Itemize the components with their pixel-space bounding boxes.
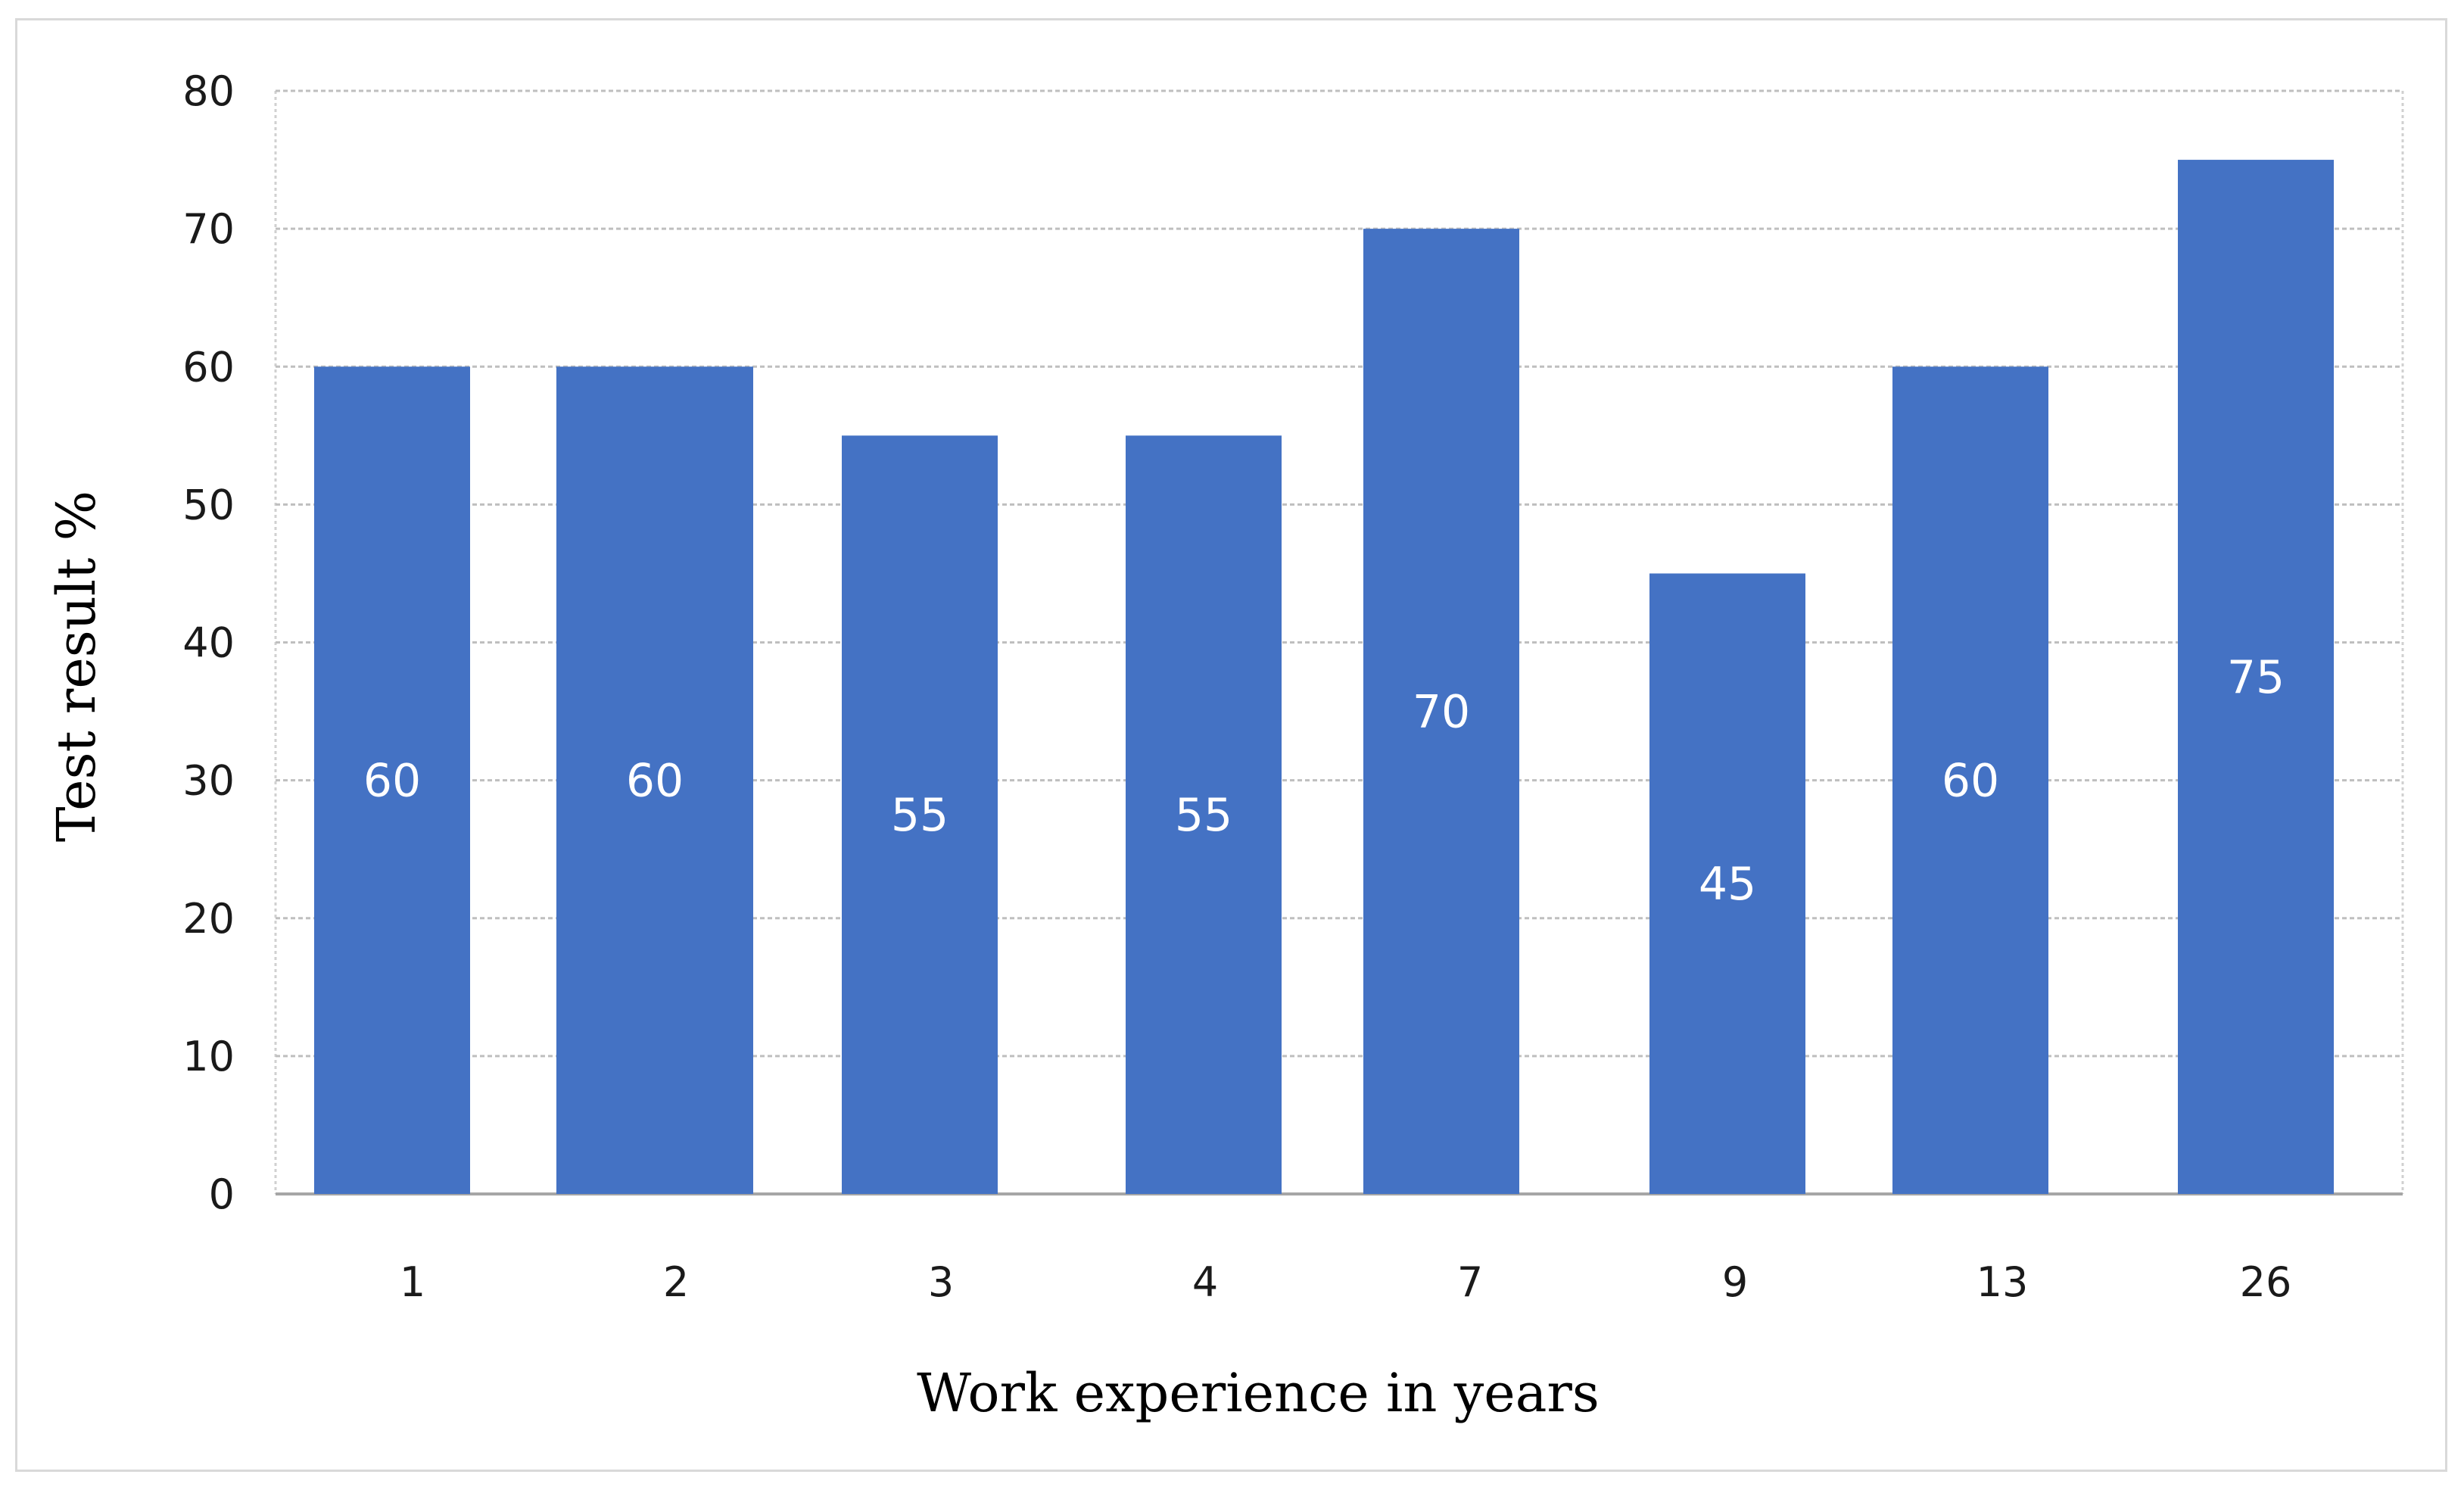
bar-9 — [1649, 573, 1805, 1194]
x-axis-ticks: 1 2 3 4 7 9 13 26 — [400, 1258, 2292, 1306]
bar-3 — [842, 435, 998, 1194]
y-tick-label-20: 20 — [182, 895, 235, 943]
y-tick-label-10: 10 — [182, 1033, 235, 1080]
data-label-1: 60 — [363, 755, 421, 808]
bar-13 — [1892, 366, 2048, 1194]
y-tick-label-60: 60 — [182, 343, 235, 391]
y-tick-label-0: 0 — [209, 1170, 235, 1218]
bars: 60 60 55 55 70 45 60 75 — [314, 160, 2334, 1194]
bar-7 — [1363, 229, 1519, 1194]
x-tick-label-2: 2 — [663, 1258, 689, 1306]
y-tick-label-30: 30 — [182, 757, 235, 805]
data-label-13: 60 — [1942, 755, 1999, 808]
data-label-7: 70 — [1413, 686, 1470, 739]
x-tick-label-7: 7 — [1457, 1258, 1483, 1306]
bar-4 — [1126, 435, 1282, 1194]
x-tick-label-3: 3 — [928, 1258, 954, 1306]
x-tick-label-1: 1 — [400, 1258, 425, 1306]
y-tick-label-40: 40 — [182, 619, 235, 667]
data-label-26: 75 — [2227, 651, 2285, 704]
data-label-3: 55 — [891, 789, 949, 842]
y-axis-ticks: 0 10 20 30 40 50 60 70 80 — [182, 67, 235, 1218]
data-label-2: 60 — [626, 755, 684, 808]
bar-1 — [314, 366, 470, 1194]
y-tick-label-70: 70 — [182, 205, 235, 253]
x-tick-label-9: 9 — [1722, 1258, 1748, 1306]
x-tick-label-26: 26 — [2240, 1258, 2292, 1306]
bar-2 — [556, 366, 753, 1194]
data-label-4: 55 — [1175, 789, 1232, 842]
y-tick-label-80: 80 — [182, 67, 235, 115]
data-label-9: 45 — [1699, 858, 1756, 911]
y-axis-title: Test result % — [45, 491, 107, 842]
bar-26 — [2178, 160, 2334, 1194]
y-tick-label-50: 50 — [182, 481, 235, 528]
x-tick-label-13: 13 — [1976, 1258, 2029, 1306]
x-tick-label-4: 4 — [1192, 1258, 1218, 1306]
x-axis-title: Work experience in years — [917, 1362, 1600, 1424]
